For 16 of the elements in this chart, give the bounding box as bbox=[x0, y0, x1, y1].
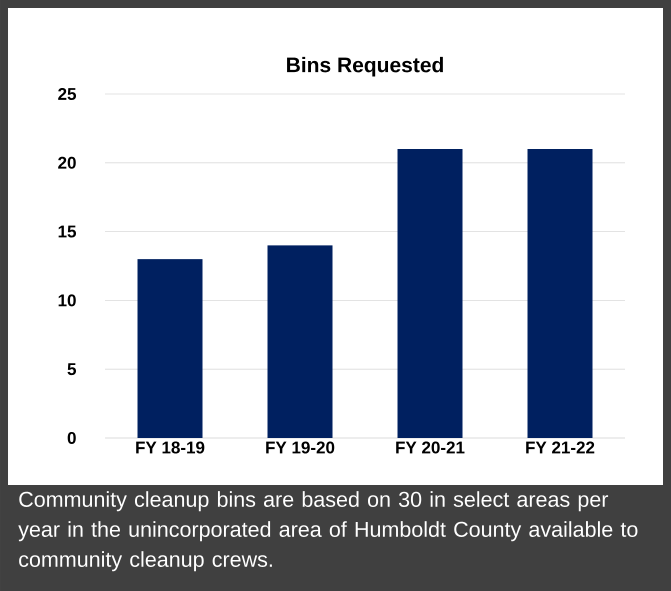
chart-title: Bins Requested bbox=[287, 56, 443, 76]
y-tick-label: 25 bbox=[58, 88, 76, 100]
bar bbox=[398, 149, 463, 438]
x-tick-label: FY 21-22 bbox=[526, 442, 594, 454]
y-tick-label: 10 bbox=[58, 294, 76, 306]
bar bbox=[268, 245, 333, 438]
x-tick-label: FY 18-19 bbox=[136, 442, 204, 454]
bar bbox=[138, 259, 203, 438]
bar bbox=[528, 149, 593, 438]
y-tick-label: 5 bbox=[68, 363, 76, 376]
y-tick-label: 0 bbox=[68, 432, 76, 444]
x-tick-label: FY 20-21 bbox=[396, 442, 464, 454]
text: Community cleanup bins are based on 30 in select areas per year in the unincorporated area of Humboldt County available to community cleanup crews. bbox=[18, 491, 638, 572]
x-tick-label: FY 19-20 bbox=[266, 442, 334, 454]
y-tick-label: 20 bbox=[58, 156, 76, 169]
y-tick-label: 15 bbox=[58, 226, 76, 238]
